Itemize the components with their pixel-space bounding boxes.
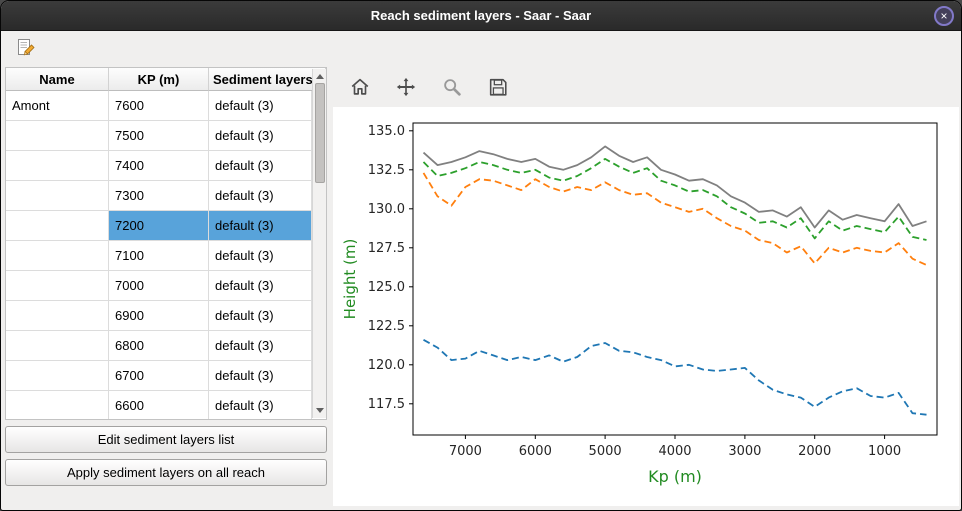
sediment-profile-chart[interactable]: 7000 6000 5000 4000 3000 2000 1000 135.0 132.5 13… xyxy=(333,107,959,499)
svg-text:122.5: 122.5 xyxy=(368,319,405,334)
cell-name[interactable]: Amont xyxy=(6,91,109,121)
svg-text:130.0: 130.0 xyxy=(368,202,405,217)
svg-text:1000: 1000 xyxy=(868,444,901,459)
table-body: Amont 7600 default (3) 7500 default (3) 7400 d… xyxy=(6,91,312,419)
scroll-up-arrow[interactable] xyxy=(315,74,324,79)
close-icon: × xyxy=(940,9,948,23)
cell-kp[interactable]: 7100 xyxy=(109,241,209,271)
cell-kp[interactable]: 7400 xyxy=(109,151,209,181)
svg-text:Height (m): Height (m) xyxy=(341,239,359,320)
table-header: Name KP (m) Sediment layers xyxy=(6,68,326,91)
cell-kp[interactable]: 7300 xyxy=(109,181,209,211)
save-button[interactable] xyxy=(483,72,513,102)
save-icon xyxy=(489,78,507,96)
cell-sediment-layers[interactable]: default (3) xyxy=(209,391,312,419)
svg-text:132.5: 132.5 xyxy=(368,163,405,178)
cell-name[interactable] xyxy=(6,121,109,151)
cell-name[interactable] xyxy=(6,151,109,181)
edit-note-icon xyxy=(18,39,35,56)
chart-canvas[interactable]: 7000 6000 5000 4000 3000 2000 1000 135.0 132.5 13… xyxy=(333,107,959,506)
titlebar[interactable]: Reach sediment layers - Saar - Saar × xyxy=(1,1,961,31)
pan-button[interactable] xyxy=(391,72,421,102)
svg-text:5000: 5000 xyxy=(589,444,622,459)
header-kp[interactable]: KP (m) xyxy=(109,68,209,91)
apply-sediment-layers-button[interactable]: Apply sediment layers on all reach xyxy=(5,459,327,486)
svg-text:125.0: 125.0 xyxy=(368,280,405,295)
table-row[interactable]: 7200 default (3) xyxy=(6,211,312,241)
table-row[interactable]: 7300 default (3) xyxy=(6,181,312,211)
pan-icon xyxy=(396,77,416,97)
table-row[interactable]: 6700 default (3) xyxy=(6,361,312,391)
cell-kp[interactable]: 7600 xyxy=(109,91,209,121)
table-row[interactable]: 7500 default (3) xyxy=(6,121,312,151)
svg-text:Kp (m): Kp (m) xyxy=(648,467,702,486)
cell-sediment-layers[interactable]: default (3) xyxy=(209,241,312,271)
scrollbar-thumb[interactable] xyxy=(314,83,325,183)
header-sediment-layers[interactable]: Sediment layers xyxy=(209,68,326,91)
cell-sediment-layers[interactable]: default (3) xyxy=(209,121,312,151)
cell-name[interactable] xyxy=(6,391,109,419)
cell-kp[interactable]: 6800 xyxy=(109,331,209,361)
zoom-button[interactable] xyxy=(437,72,467,102)
svg-text:117.5: 117.5 xyxy=(368,397,405,412)
close-button[interactable]: × xyxy=(934,6,954,26)
table-row[interactable]: Amont 7600 default (3) xyxy=(6,91,312,121)
cell-sediment-layers[interactable]: default (3) xyxy=(209,181,312,211)
svg-text:2000: 2000 xyxy=(798,444,831,459)
table-row[interactable]: 7000 default (3) xyxy=(6,271,312,301)
cell-sediment-layers[interactable]: default (3) xyxy=(209,331,312,361)
cell-kp[interactable]: 7500 xyxy=(109,121,209,151)
cell-name[interactable] xyxy=(6,181,109,211)
cell-name[interactable] xyxy=(6,241,109,271)
window-title: Reach sediment layers - Saar - Saar xyxy=(370,8,592,23)
table-row[interactable]: 6600 default (3) xyxy=(6,391,312,419)
edit-sediment-layers-list-button[interactable]: Edit sediment layers list xyxy=(5,426,327,453)
plot-panel: 7000 6000 5000 4000 3000 2000 1000 135.0 132.5 13… xyxy=(333,67,959,506)
cell-kp[interactable]: 7200 xyxy=(109,211,209,241)
main-content: Name KP (m) Sediment layers Amont 7600 def… xyxy=(1,65,961,510)
cell-sediment-layers[interactable]: default (3) xyxy=(209,271,312,301)
table-row[interactable]: 7100 default (3) xyxy=(6,241,312,271)
zoom-icon xyxy=(444,79,461,96)
edit-sediment-button[interactable] xyxy=(11,34,41,62)
cell-kp[interactable]: 6700 xyxy=(109,361,209,391)
cell-sediment-layers[interactable]: default (3) xyxy=(209,151,312,181)
svg-text:7000: 7000 xyxy=(449,444,482,459)
svg-text:4000: 4000 xyxy=(658,444,691,459)
cell-name[interactable] xyxy=(6,301,109,331)
cell-kp[interactable]: 7000 xyxy=(109,271,209,301)
home-button[interactable] xyxy=(345,72,375,102)
cell-name[interactable] xyxy=(6,331,109,361)
svg-text:135.0: 135.0 xyxy=(368,124,405,139)
cell-name[interactable] xyxy=(6,271,109,301)
top-toolbar xyxy=(1,31,961,65)
table-scrollbar[interactable] xyxy=(312,69,326,418)
cell-name[interactable] xyxy=(6,361,109,391)
cell-sediment-layers[interactable]: default (3) xyxy=(209,361,312,391)
cell-kp[interactable]: 6900 xyxy=(109,301,209,331)
plot-toolbar xyxy=(333,67,959,107)
cell-sediment-layers[interactable]: default (3) xyxy=(209,301,312,331)
home-icon xyxy=(351,78,369,95)
svg-text:6000: 6000 xyxy=(519,444,552,459)
svg-text:120.0: 120.0 xyxy=(368,358,405,373)
header-name[interactable]: Name xyxy=(6,68,109,91)
cell-sediment-layers[interactable]: default (3) xyxy=(209,211,312,241)
cell-sediment-layers[interactable]: default (3) xyxy=(209,91,312,121)
svg-text:127.5: 127.5 xyxy=(368,241,405,256)
table-row[interactable]: 6800 default (3) xyxy=(6,331,312,361)
cell-kp[interactable]: 6600 xyxy=(109,391,209,419)
table-row[interactable]: 7400 default (3) xyxy=(6,151,312,181)
svg-text:3000: 3000 xyxy=(728,444,761,459)
scroll-down-arrow[interactable] xyxy=(315,408,324,413)
sediment-table: Name KP (m) Sediment layers Amont 7600 def… xyxy=(5,67,327,420)
left-panel: Name KP (m) Sediment layers Amont 7600 def… xyxy=(5,67,327,506)
cell-name[interactable] xyxy=(6,211,109,241)
table-row[interactable]: 6900 default (3) xyxy=(6,301,312,331)
